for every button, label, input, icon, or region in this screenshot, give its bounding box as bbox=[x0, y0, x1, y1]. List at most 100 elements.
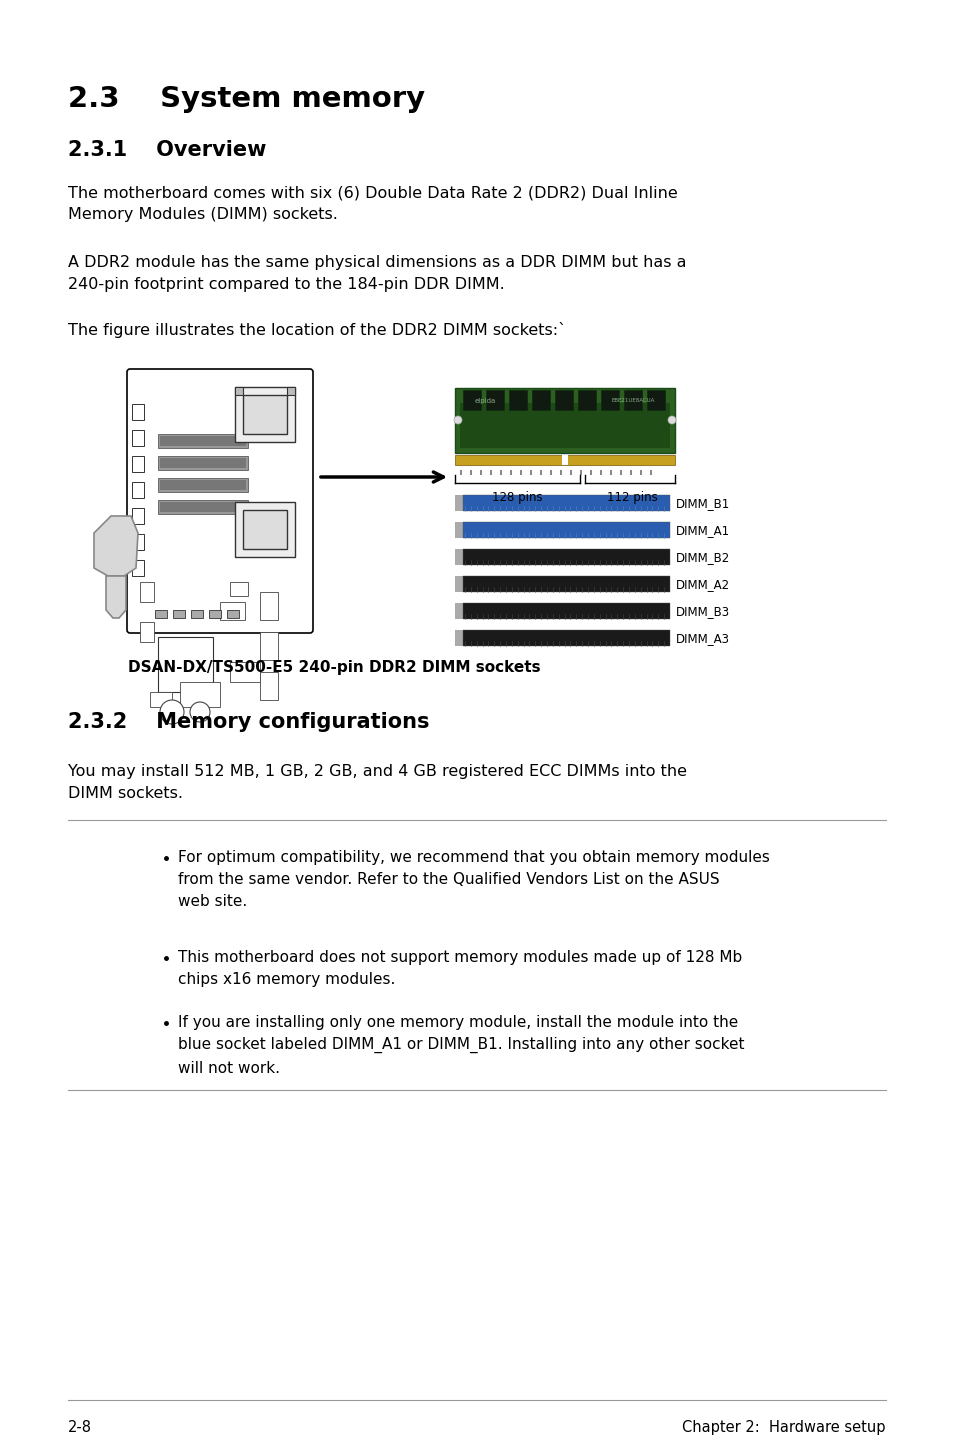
Bar bbox=[462, 577, 669, 592]
Bar bbox=[609, 470, 612, 475]
Bar bbox=[180, 682, 220, 707]
Text: EBE21UE8ACUA: EBE21UE8ACUA bbox=[611, 398, 655, 403]
Bar bbox=[172, 610, 185, 618]
Bar bbox=[569, 470, 572, 475]
Bar bbox=[532, 390, 550, 410]
Bar bbox=[599, 470, 601, 475]
Text: For optimum compatibility, we recommend that you obtain memory modules
from the : For optimum compatibility, we recommend … bbox=[178, 850, 769, 909]
Bar bbox=[462, 603, 669, 618]
Bar bbox=[191, 610, 203, 618]
Bar bbox=[539, 470, 541, 475]
Bar bbox=[509, 390, 526, 410]
Bar bbox=[243, 395, 287, 434]
Text: DIMM_B3: DIMM_B3 bbox=[676, 605, 729, 618]
Bar bbox=[132, 404, 144, 420]
Bar bbox=[485, 390, 503, 410]
Bar bbox=[140, 582, 153, 603]
Bar bbox=[499, 470, 501, 475]
Bar bbox=[230, 661, 260, 682]
Bar bbox=[600, 390, 618, 410]
FancyBboxPatch shape bbox=[127, 370, 313, 633]
Bar bbox=[455, 388, 675, 453]
Text: This motherboard does not support memory modules made up of 128 Mb
chips x16 mem: This motherboard does not support memory… bbox=[178, 951, 741, 988]
Bar bbox=[479, 470, 481, 475]
Bar bbox=[287, 387, 294, 395]
Text: A DDR2 module has the same physical dimensions as a DDR DIMM but has a
240-pin f: A DDR2 module has the same physical dime… bbox=[68, 255, 686, 292]
Bar bbox=[462, 390, 480, 410]
Bar bbox=[158, 477, 248, 492]
Polygon shape bbox=[94, 516, 138, 577]
Bar bbox=[150, 692, 172, 707]
Bar bbox=[470, 470, 472, 475]
Text: DIMM_B2: DIMM_B2 bbox=[676, 552, 729, 565]
Bar bbox=[519, 470, 521, 475]
Bar bbox=[619, 470, 621, 475]
Bar bbox=[462, 549, 669, 565]
Bar bbox=[132, 456, 144, 472]
Bar bbox=[646, 390, 664, 410]
Bar bbox=[579, 470, 581, 475]
Bar bbox=[158, 456, 248, 470]
Bar bbox=[623, 390, 641, 410]
Circle shape bbox=[454, 416, 461, 424]
Bar bbox=[455, 495, 462, 510]
Bar bbox=[160, 480, 246, 490]
Bar bbox=[462, 495, 669, 510]
Bar bbox=[561, 454, 567, 464]
Bar bbox=[132, 533, 144, 549]
Bar bbox=[578, 390, 596, 410]
Bar bbox=[455, 603, 462, 618]
Text: Chapter 2:  Hardware setup: Chapter 2: Hardware setup bbox=[681, 1419, 885, 1435]
Bar bbox=[230, 582, 248, 595]
Polygon shape bbox=[106, 577, 126, 618]
Bar bbox=[260, 592, 277, 620]
Bar bbox=[462, 522, 669, 538]
Bar bbox=[132, 482, 144, 498]
Bar bbox=[530, 470, 532, 475]
Bar bbox=[260, 631, 277, 660]
Bar bbox=[589, 470, 592, 475]
Bar bbox=[455, 454, 675, 464]
Bar bbox=[234, 387, 294, 441]
Bar bbox=[158, 500, 248, 513]
Bar bbox=[140, 623, 153, 641]
Text: The motherboard comes with six (6) Double Data Rate 2 (DDR2) Dual Inline
Memory : The motherboard comes with six (6) Doubl… bbox=[68, 186, 677, 223]
Circle shape bbox=[160, 700, 184, 723]
Text: If you are installing only one memory module, install the module into the
blue s: If you are installing only one memory mo… bbox=[178, 1015, 743, 1076]
Text: You may install 512 MB, 1 GB, 2 GB, and 4 GB registered ECC DIMMs into the
DIMM : You may install 512 MB, 1 GB, 2 GB, and … bbox=[68, 764, 686, 801]
Bar bbox=[455, 522, 462, 538]
Bar bbox=[260, 672, 277, 700]
Bar bbox=[234, 502, 294, 557]
Text: elpida: elpida bbox=[475, 398, 496, 404]
Bar bbox=[154, 610, 167, 618]
Bar bbox=[158, 637, 213, 692]
Text: The figure illustrates the location of the DDR2 DIMM sockets:`: The figure illustrates the location of t… bbox=[68, 322, 565, 338]
Text: DIMM_A1: DIMM_A1 bbox=[676, 525, 729, 538]
Bar bbox=[455, 577, 462, 592]
Text: 2.3.1    Overview: 2.3.1 Overview bbox=[68, 139, 266, 160]
Text: DIMM_A3: DIMM_A3 bbox=[676, 633, 729, 646]
Text: 2.3.2    Memory configurations: 2.3.2 Memory configurations bbox=[68, 712, 429, 732]
Bar bbox=[455, 549, 462, 565]
Bar bbox=[649, 470, 651, 475]
Bar bbox=[555, 390, 573, 410]
Bar bbox=[462, 630, 669, 646]
Text: DSAN-DX/TS500-E5 240-pin DDR2 DIMM sockets: DSAN-DX/TS500-E5 240-pin DDR2 DIMM socke… bbox=[128, 660, 540, 674]
Bar bbox=[158, 434, 248, 449]
Bar bbox=[220, 603, 245, 620]
Bar bbox=[559, 470, 561, 475]
Text: DIMM_B1: DIMM_B1 bbox=[676, 498, 729, 510]
Text: 2-8: 2-8 bbox=[68, 1419, 91, 1435]
Bar bbox=[234, 387, 243, 395]
Bar bbox=[639, 470, 641, 475]
Bar bbox=[243, 510, 287, 549]
Bar bbox=[160, 457, 246, 467]
Text: 128 pins: 128 pins bbox=[492, 490, 542, 503]
Bar bbox=[132, 430, 144, 446]
Bar bbox=[510, 470, 512, 475]
Bar bbox=[455, 630, 462, 646]
Text: 2.3    System memory: 2.3 System memory bbox=[68, 85, 425, 114]
Text: DIMM_A2: DIMM_A2 bbox=[676, 578, 729, 591]
Bar bbox=[227, 610, 239, 618]
Bar bbox=[132, 559, 144, 577]
